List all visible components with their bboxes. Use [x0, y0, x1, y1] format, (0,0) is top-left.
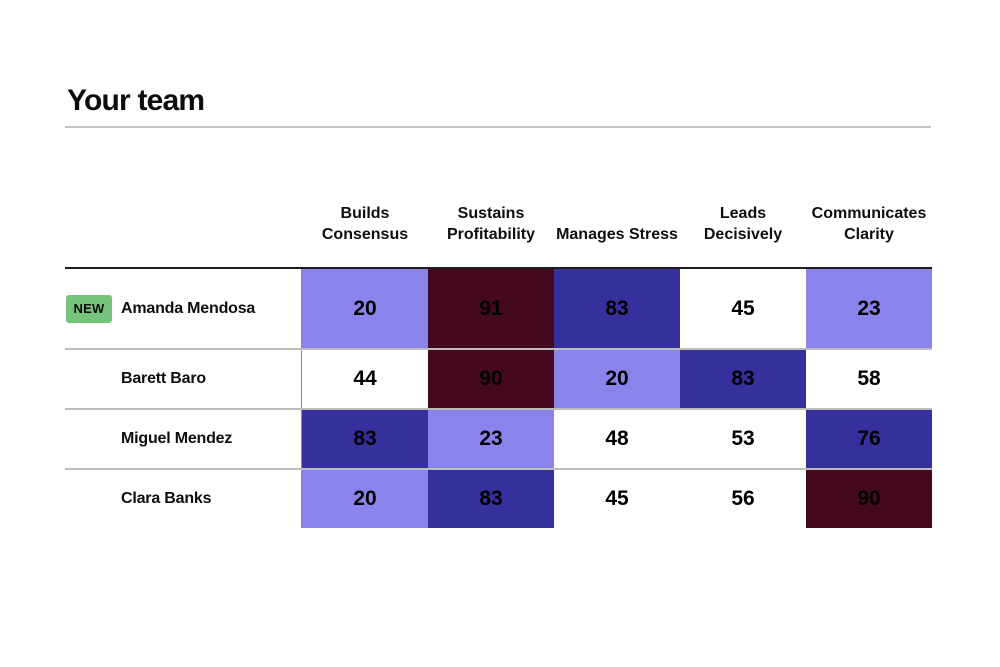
member-name: Amanda Mendosa	[121, 299, 256, 317]
member-name-cell: Miguel Mendez	[65, 410, 302, 468]
title-divider	[65, 126, 931, 128]
score-cell: 53	[680, 410, 806, 468]
column-header-builds-consensus: Builds Consensus	[321, 205, 409, 243]
column-header-leads-decisively: Leads Decisively	[703, 205, 783, 243]
team-heatmap-table: NEW Amanda Mendosa 20 91 83 45 23 Barett…	[65, 269, 932, 528]
team-member-row[interactable]: NEW Amanda Mendosa 20 91 83 45 23	[65, 269, 932, 348]
score-cell: 45	[680, 269, 806, 348]
column-header-communicates-clarity: Communicates Clarity	[811, 205, 927, 243]
column-headers: Builds Consensus Sustains Profitability …	[302, 192, 932, 245]
score-cell: 76	[806, 410, 932, 468]
member-name: Barett Baro	[121, 370, 206, 387]
member-name-cell: NEW Amanda Mendosa	[65, 269, 302, 348]
score-cell: 20	[554, 350, 680, 408]
column-header-manages-stress: Manages Stress	[556, 226, 678, 243]
score-cell: 58	[806, 350, 932, 408]
score-cell: 20	[302, 470, 428, 528]
score-cell: 23	[806, 269, 932, 348]
score-cell: 45	[554, 470, 680, 528]
member-name: Miguel Mendez	[121, 430, 233, 447]
team-member-row[interactable]: Clara Banks 20 83 45 56 90	[65, 468, 932, 528]
page-title: Your team	[67, 84, 205, 117]
score-cell: 83	[554, 269, 680, 348]
score-cell: 91	[428, 269, 554, 348]
score-cell: 56	[680, 470, 806, 528]
score-cell: 20	[302, 269, 428, 348]
score-cell: 83	[680, 350, 806, 408]
team-member-row[interactable]: Barett Baro 44 90 20 83 58	[65, 348, 932, 408]
score-cell: 90	[428, 350, 554, 408]
new-badge: NEW	[66, 294, 112, 323]
score-cell: 44	[302, 350, 428, 408]
table-top-border	[65, 267, 932, 269]
member-name-cell: Clara Banks	[65, 470, 302, 528]
member-name-cell: Barett Baro	[65, 350, 302, 408]
score-cell: 90	[806, 470, 932, 528]
score-cell: 23	[428, 410, 554, 468]
score-cell: 48	[554, 410, 680, 468]
member-name: Clara Banks	[121, 490, 212, 507]
score-cell: 83	[428, 470, 554, 528]
column-header-sustains-profitability: Sustains Profitability	[446, 205, 535, 243]
team-member-row[interactable]: Miguel Mendez 83 23 48 53 76	[65, 408, 932, 468]
score-cell: 83	[302, 410, 428, 468]
